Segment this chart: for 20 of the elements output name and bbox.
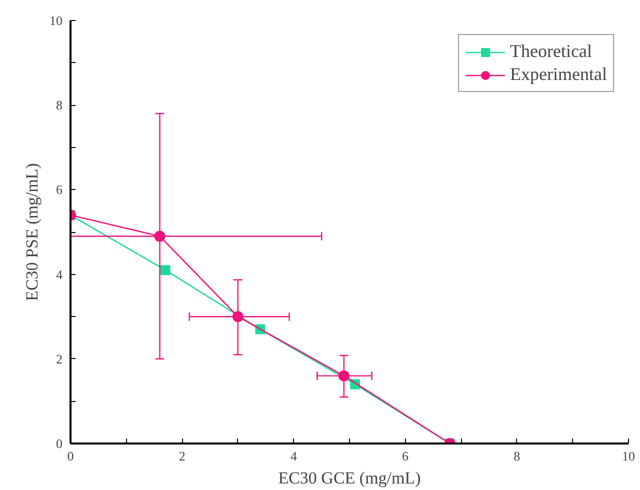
y-tick-label: 4: [56, 266, 63, 282]
x-tick-label: 0: [67, 448, 74, 464]
y-tick-label: 10: [50, 13, 62, 28]
legend-label: Theoretical: [510, 41, 592, 62]
point: [338, 370, 350, 382]
x-tick-label: 6: [402, 448, 410, 464]
point: [232, 311, 244, 322]
legend-label: Experimental: [510, 64, 607, 85]
point: [154, 230, 166, 242]
y-tick-label: 0: [56, 436, 62, 451]
y-axis-title: EC30 PSE (mg/mL): [22, 163, 42, 301]
x-tick-label: 2: [178, 448, 186, 464]
y-tick-label: 6: [56, 182, 63, 198]
x-tick-label: 10: [622, 448, 635, 464]
x-tick-label: 4: [290, 448, 298, 464]
y-tick-label: 8: [56, 98, 62, 113]
x-axis-title: EC30 GCE (mg/mL): [278, 468, 421, 488]
y-tick-label: 2: [56, 351, 62, 366]
x-tick-label: 8: [514, 448, 520, 464]
point: [160, 265, 170, 276]
